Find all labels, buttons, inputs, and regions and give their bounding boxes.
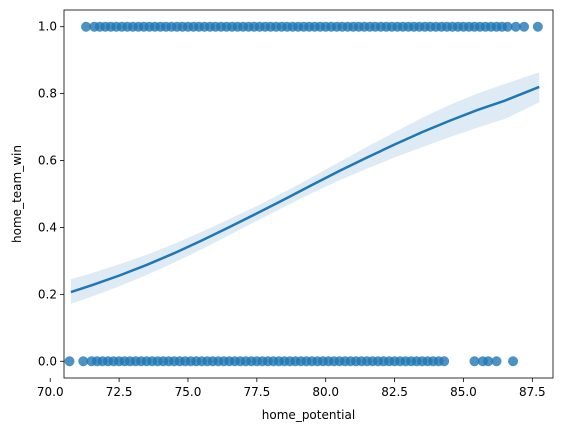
scatter-point xyxy=(508,356,519,367)
scatter-point xyxy=(519,21,530,32)
x-tick-label: 70.0 xyxy=(37,385,64,399)
y-tick-label: 0.8 xyxy=(38,87,57,101)
x-tick-label: 85.0 xyxy=(450,385,477,399)
regression-line-layer xyxy=(70,85,540,294)
scatter-point xyxy=(81,21,92,32)
y-tick-label: 0.2 xyxy=(38,287,57,301)
x-tick-label: 87.5 xyxy=(519,385,546,399)
x-axis-ticks: 70.0 72.5 75.0 77.5 80.0 82.5 85.0 87.5 xyxy=(37,378,546,399)
y-tick-label: 0.4 xyxy=(38,220,57,234)
y-axis-ticks: 0.0 0.2 0.4 0.6 0.8 1.0 xyxy=(38,20,64,368)
scatter-point xyxy=(64,356,75,367)
x-tick-label: 72.5 xyxy=(106,385,133,399)
regression-line xyxy=(70,85,540,294)
scatter-points-layer xyxy=(64,21,543,367)
scatter-point xyxy=(439,356,450,367)
scatter-point xyxy=(510,21,521,32)
scatter-point xyxy=(491,356,502,367)
x-tick-label: 77.5 xyxy=(243,385,270,399)
scatter-point xyxy=(483,356,494,367)
scatter-point xyxy=(532,21,543,32)
y-tick-label: 0.0 xyxy=(38,354,57,368)
x-tick-label: 75.0 xyxy=(175,385,202,399)
x-tick-label: 82.5 xyxy=(381,385,408,399)
scatter-point xyxy=(502,21,513,32)
x-axis-label: home_potential xyxy=(262,408,355,422)
y-tick-label: 0.6 xyxy=(38,154,57,168)
plot-frame xyxy=(63,9,554,379)
scatter-point xyxy=(469,356,480,367)
y-axis-label: home_team_win xyxy=(10,145,24,243)
scatter-point xyxy=(78,356,89,367)
y-tick-label: 1.0 xyxy=(38,20,57,34)
x-tick-label: 80.0 xyxy=(312,385,339,399)
